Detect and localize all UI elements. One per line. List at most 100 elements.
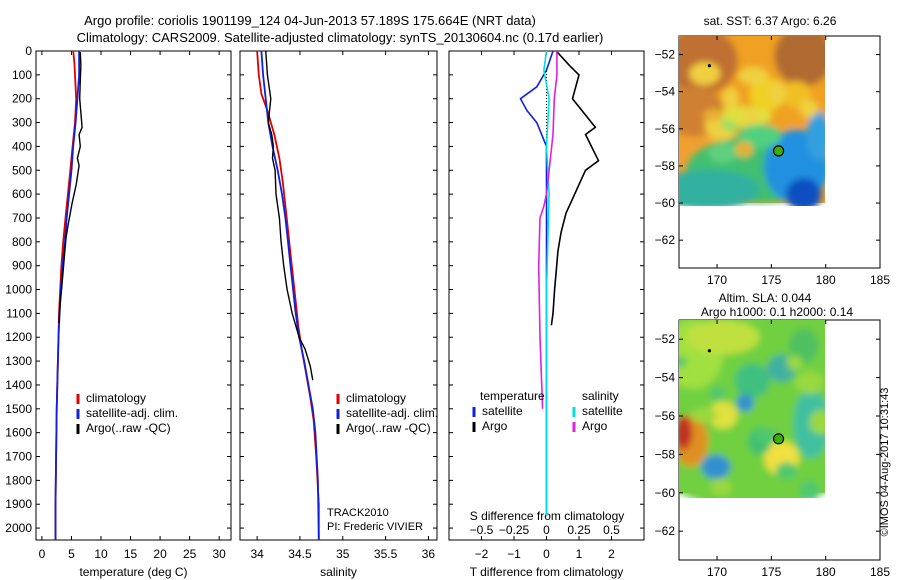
x-tick-label: 0 [543,547,550,561]
track-annotation: TRACK2010 [327,507,389,519]
legend-label: Argo(..raw -QC) [86,421,171,435]
s-tick-label: 0 [543,523,550,537]
legend-label: Argo(..raw -QC) [346,421,431,435]
map-y-tick-label: −56 [655,409,676,423]
map-feature [701,454,731,479]
sst-map-panel: 170 175 180 185 −52 −54 −56 −58 −60 −62 sat. SST: … [655,14,891,287]
map-feature [708,401,738,429]
map-y-tick-label: −62 [655,524,676,538]
map-feature [736,394,754,412]
depth-tick-label: 100 [12,68,32,82]
x-tick-label: 5 [68,547,75,561]
map-field [679,320,825,498]
map-x-tick-label: 185 [870,565,890,579]
map-feature [793,389,825,459]
depth-tick-label: 2000 [5,521,32,535]
depth-tick-label: 0 [25,44,32,58]
map-feature [742,109,760,123]
map-y-tick-label: −60 [655,486,676,500]
legend-title-temperature: temperature [480,389,545,403]
map-feature [722,87,739,110]
legend-label: satellite [482,404,523,418]
map-feature [774,36,825,87]
legend-label: Argo [482,419,508,433]
legend-label: satellite [582,404,623,418]
argo-position-marker [772,433,785,445]
plot-frame [35,50,232,541]
s-tick-label: −0.25 [499,523,530,537]
map-y-tick-label: −56 [655,122,676,136]
x-tick-label: 25 [183,547,197,561]
map-feature [768,81,787,105]
map-feature [710,386,726,402]
imos-stamp: ©IMOS 04-Aug-2017 10:31:43 [879,388,891,537]
x-axis-label: T difference from climatology [470,565,624,579]
depth-tick-label: 300 [12,116,32,130]
depth-tick-label: 700 [12,211,32,225]
temperature-panel: 0100200300400500600700800900100011001200… [5,44,232,579]
series-argo-raw-qc [265,50,314,381]
x-tick-label: 20 [153,547,167,561]
map-feature [786,177,822,206]
plot-frame [239,50,438,541]
map-feature [686,320,760,355]
map-feature [710,478,732,496]
map-feature [690,408,718,423]
depth-tick-label: 1400 [5,378,32,392]
x-tick-label: 34 [250,547,264,561]
depth-tick-label: 1700 [5,450,32,464]
map-feature [799,99,819,118]
s-tick-label: −0.5 [470,523,494,537]
x-tick-label: 1 [576,547,583,561]
depth-tick-label: 600 [12,187,32,201]
legend-label: satellite-adj. clim. [86,406,178,420]
depth-tick-label: 400 [12,139,32,153]
map-feature [795,371,825,395]
series-temperature-argo [550,50,600,326]
map-x-tick-label: 170 [707,565,727,579]
x-tick-label: 15 [124,547,138,561]
x-tick-label: −2 [475,547,489,561]
x-tick-label: 0 [39,547,46,561]
legend-label: satellite-adj. clim. [346,406,438,420]
map-x-tick-label: 175 [761,565,781,579]
map-feature [775,462,798,480]
header-line1: Argo profile: coriolis 1901199_124 04-Ju… [84,13,536,28]
map-y-tick-label: −60 [655,196,676,210]
map-feature [679,356,688,367]
series-satellite-adj-clim [54,51,80,540]
map-texture [679,36,825,206]
map-x-tick-label: 180 [816,273,836,287]
legend-title-salinity: salinity [582,389,619,403]
sst-map-title: sat. SST: 6.37 Argo: 6.26 [704,14,837,28]
map-feature [679,415,693,450]
map-x-tick-label: 170 [707,273,727,287]
map-texture [679,320,825,498]
argo-position-marker [772,145,785,157]
s-tick-label: 0.5 [603,523,620,537]
difference-panel: −2 −1 0 1 2 T difference from climatology −0.5… [448,50,645,579]
series-salinity-satellite [543,50,550,517]
x-tick-label: 35 [336,547,350,561]
map-x-tick-label: 175 [761,273,781,287]
depth-tick-label: 1900 [5,497,32,511]
island-marker [707,349,712,353]
map-x-tick-label: 180 [816,565,836,579]
series-argo-raw-qc [58,52,83,323]
depth-tick-label: 1200 [5,330,32,344]
x-tick-label: 30 [213,547,227,561]
map-y-tick-label: −62 [655,233,676,247]
x-tick-label: 34.5 [288,547,312,561]
depth-tick-label: 500 [12,163,32,177]
x-axis-label: temperature (deg C) [79,565,187,579]
map-feature [738,67,769,85]
sla-map-subtitle: Argo h1000: 0.1 h2000: 0.14 [701,305,853,319]
map-feature [734,363,770,398]
map-y-tick-label: −54 [655,371,676,385]
x-tick-label: 10 [94,547,108,561]
depth-tick-label: 1500 [5,402,32,416]
x-tick-label: 36 [422,547,436,561]
map-feature [799,480,820,498]
map-y-tick-label: −52 [655,48,676,62]
